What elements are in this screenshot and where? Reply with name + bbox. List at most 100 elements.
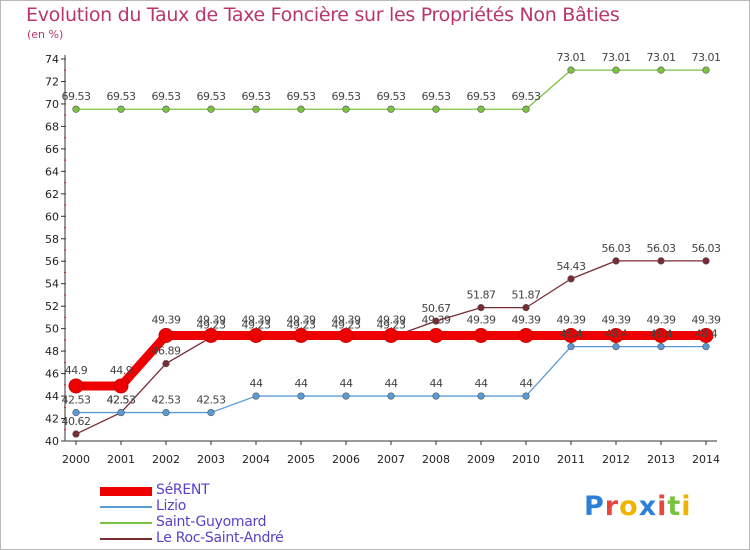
data-point-le-roc-saint-andr-	[702, 257, 710, 265]
data-point-saint-guyomard	[207, 105, 215, 113]
data-point-lizio	[342, 392, 350, 400]
data-label-saint-guyomard: 69.53	[422, 90, 451, 103]
data-label-s-rent: 49.39	[242, 314, 271, 327]
data-point-saint-guyomard	[252, 105, 260, 113]
y-tick-label: 46	[45, 368, 59, 381]
data-label-saint-guyomard: 69.53	[332, 90, 361, 103]
legend-label-lizio: Lizio	[156, 498, 186, 514]
x-tick-label: 2003	[197, 453, 225, 466]
x-tick-label: 2008	[422, 453, 450, 466]
data-label-saint-guyomard: 69.53	[197, 90, 226, 103]
data-label-s-rent: 49.39	[692, 314, 721, 327]
data-point-saint-guyomard	[522, 105, 530, 113]
data-point-s-rent	[203, 328, 219, 344]
data-label-le-roc-saint-andr-: 49.23	[332, 318, 361, 331]
data-point-le-roc-saint-andr-	[612, 257, 620, 265]
x-tick-label: 2002	[152, 453, 180, 466]
logo-letter: x	[638, 491, 658, 522]
data-label-le-roc-saint-andr-: 51.87	[512, 289, 541, 302]
y-tick-label: 74	[45, 53, 59, 66]
data-label-lizio: 42.53	[152, 394, 181, 407]
logo-letter: i	[681, 491, 692, 522]
legend-swatch-le-roc-saint-andre	[100, 538, 152, 540]
data-label-s-rent: 49.39	[287, 314, 316, 327]
data-label-lizio: 42.53	[107, 394, 136, 407]
data-label-saint-guyomard: 73.01	[557, 51, 586, 64]
data-label-s-rent: 49.39	[467, 314, 496, 327]
data-point-le-roc-saint-andr-	[162, 359, 170, 368]
data-point-s-rent	[293, 328, 309, 344]
data-label-saint-guyomard: 69.53	[62, 90, 91, 103]
y-tick-label: 72	[45, 75, 59, 88]
data-labels: 69.53 69.53 69.53 69.53 69.53 69.53 69.53 69.53…	[62, 51, 722, 428]
legend-swatch-saint-guyomard	[100, 522, 152, 524]
data-point-s-rent	[698, 328, 714, 344]
x-tick-label: 2013	[647, 453, 675, 466]
data-label-lizio: 48.4	[650, 328, 673, 341]
chart-subtitle: (en %)	[27, 28, 64, 41]
data-label-lizio: 44	[295, 377, 308, 390]
data-point-le-roc-saint-andr-	[657, 257, 665, 265]
x-tick-label: 2006	[332, 453, 360, 466]
logo-letter: r	[604, 491, 620, 522]
data-label-le-roc-saint-andr-: 54.43	[557, 260, 586, 273]
legend-label-serent: SéRENT	[156, 482, 210, 498]
y-tick-label: 52	[45, 300, 59, 313]
y-tick-label: 44	[45, 390, 59, 403]
data-point-saint-guyomard	[702, 66, 710, 74]
data-label-saint-guyomard: 73.01	[692, 51, 721, 64]
data-point-lizio	[612, 343, 620, 351]
data-label-lizio: 44	[340, 377, 353, 390]
data-label-lizio: 44	[250, 377, 263, 390]
y-tick-label: 48	[45, 345, 59, 358]
data-label-saint-guyomard: 69.53	[377, 90, 406, 103]
logo-letter: i	[657, 491, 668, 522]
x-tick-label: 2005	[287, 453, 315, 466]
x-tick-label: 2000	[62, 453, 90, 466]
data-point-saint-guyomard	[387, 105, 395, 113]
x-tick-label: 2011	[557, 453, 585, 466]
data-point-s-rent	[158, 328, 174, 344]
legend-label-saint-guyomard: Saint-Guyomard	[156, 514, 267, 530]
data-point-saint-guyomard	[477, 105, 485, 113]
data-label-le-roc-saint-andr-: 42.53	[107, 394, 136, 407]
data-label-le-roc-saint-andr-: 56.03	[602, 242, 631, 255]
data-point-saint-guyomard	[567, 66, 575, 74]
data-point-lizio	[72, 408, 80, 417]
data-label-le-roc-saint-andr-: 50.67	[422, 302, 451, 315]
legend-swatch-serent	[100, 487, 152, 496]
data-point-s-rent	[563, 328, 579, 344]
data-point-le-roc-saint-andr-	[567, 275, 575, 283]
data-label-saint-guyomard: 69.53	[242, 90, 271, 103]
data-label-s-rent: 49.39	[332, 314, 361, 327]
data-label-s-rent: 49.39	[512, 314, 541, 327]
series-group	[68, 66, 714, 438]
data-point-lizio	[567, 343, 575, 351]
data-point-lizio	[297, 392, 305, 400]
data-label-saint-guyomard: 69.53	[467, 90, 496, 103]
data-point-le-roc-saint-andr-	[72, 430, 80, 438]
y-tick-label: 54	[45, 278, 59, 291]
data-label-s-rent: 44.9	[65, 364, 88, 377]
data-point-le-roc-saint-andr-	[477, 304, 485, 312]
data-point-saint-guyomard	[72, 105, 80, 113]
data-label-s-rent: 49.39	[152, 314, 181, 327]
data-label-lizio: 42.53	[197, 394, 226, 407]
y-tick-label: 50	[45, 323, 59, 336]
y-axis-ticks: 40 42 44 46 48 50 52 54 56 58 60 62 64 66 68 70 72 74	[45, 53, 65, 448]
data-label-saint-guyomard: 73.01	[602, 51, 631, 64]
y-tick-label: 68	[45, 120, 59, 133]
data-point-lizio	[117, 408, 125, 417]
data-point-s-rent	[518, 328, 534, 344]
data-label-lizio: 44	[385, 377, 398, 390]
data-point-s-rent	[608, 328, 624, 344]
x-tick-label: 2007	[377, 453, 405, 466]
data-label-le-roc-saint-andr-: 49.23	[242, 318, 271, 331]
data-label-le-roc-saint-andr-: 49.23	[287, 318, 316, 331]
y-tick-label: 62	[45, 188, 59, 201]
data-point-le-roc-saint-andr-	[522, 304, 530, 312]
data-point-s-rent	[383, 328, 399, 344]
data-point-saint-guyomard	[612, 66, 620, 74]
data-label-lizio: 48.4	[695, 328, 718, 341]
